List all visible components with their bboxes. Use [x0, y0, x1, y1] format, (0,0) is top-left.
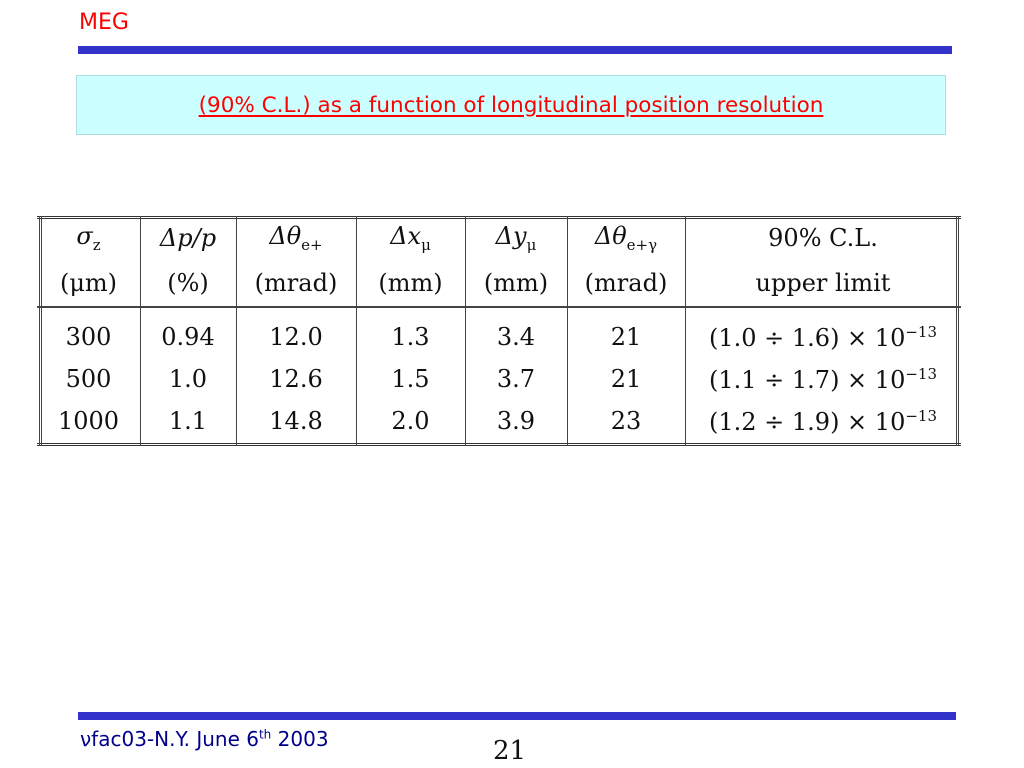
table-cell: 3.7	[496, 365, 536, 393]
col-header-symbol: Δθe+	[269, 222, 323, 254]
table-cell: 12.6	[269, 365, 323, 393]
footer-text: νfac03-N.Y. June 6th 2003	[80, 727, 329, 751]
page-number: 21	[493, 736, 527, 766]
table-cell: 1.1	[168, 407, 208, 435]
table-cell: 3.4	[496, 323, 536, 351]
table-cell: 1000	[57, 407, 120, 435]
table-cell: 1.5	[391, 365, 430, 393]
table-cell: 12.0	[269, 323, 323, 351]
top-divider-bar	[78, 46, 952, 54]
col-unit: (mrad)	[567, 260, 685, 308]
table-cell: 0.94	[161, 323, 215, 351]
col-unit: (mrad)	[236, 260, 356, 308]
table-cell: 2.0	[391, 407, 430, 435]
table-cell: 300	[65, 323, 112, 351]
table-column-divider	[685, 216, 686, 446]
col-unit: (mm)	[465, 260, 567, 308]
table-header-row: σz Δp/p Δθe+ Δxμ Δyμ Δθe+γ 90% C.L.	[37, 216, 961, 260]
table-cell: 21	[610, 323, 642, 351]
table-column-divider	[465, 216, 466, 446]
table-cell: 3.9	[496, 407, 536, 435]
table-cell: 1.0	[168, 365, 208, 393]
col-unit: upper limit	[685, 260, 961, 308]
table-cell-limit: (1.0 ÷ 1.6) × 10−13	[709, 322, 937, 352]
col-unit: (%)	[140, 260, 236, 308]
table-left-border	[39, 216, 42, 446]
bottom-divider-bar	[78, 712, 956, 720]
col-unit: (mm)	[356, 260, 465, 308]
table-column-divider	[140, 216, 141, 446]
table-row: 300 0.94 12.0 1.3 3.4 21 (1.0 ÷ 1.6) × 1…	[37, 307, 961, 358]
col-header-symbol: 90% C.L.	[768, 224, 878, 252]
col-header-symbol: Δp/p	[159, 224, 217, 252]
table-unit-row: (μm) (%) (mrad) (mm) (mm) (mrad) upper l…	[37, 260, 961, 308]
results-table: σz Δp/p Δθe+ Δxμ Δyμ Δθe+γ 90% C.L. (μm)…	[37, 216, 961, 442]
slide-title: (90% C.L.) as a function of longitudinal…	[198, 92, 824, 118]
table-column-divider	[356, 216, 357, 446]
table-row: 500 1.0 12.6 1.5 3.7 21 (1.1 ÷ 1.7) × 10…	[37, 358, 961, 400]
col-unit: (μm)	[37, 260, 140, 308]
table-cell: 1.3	[391, 323, 430, 351]
table-cell: 14.8	[269, 407, 323, 435]
results-table-container: σz Δp/p Δθe+ Δxμ Δyμ Δθe+γ 90% C.L. (μm)…	[37, 216, 961, 446]
table-cell: 21	[610, 365, 642, 393]
slide-title-box: (90% C.L.) as a function of longitudinal…	[76, 75, 946, 135]
table-column-divider	[236, 216, 237, 446]
table-right-border	[956, 216, 959, 446]
col-header-symbol: σz	[76, 222, 101, 254]
table-column-divider	[567, 216, 568, 446]
col-header-symbol: Δθe+γ	[594, 222, 658, 254]
table-cell: 23	[610, 407, 642, 435]
table-row: 1000 1.1 14.8 2.0 3.9 23 (1.2 ÷ 1.9) × 1…	[37, 400, 961, 442]
slide-label: MEG	[79, 10, 129, 35]
col-header-symbol: Δyμ	[495, 222, 537, 254]
col-header-symbol: Δxμ	[390, 222, 431, 254]
table-cell: 500	[65, 365, 112, 393]
table-cell-limit: (1.2 ÷ 1.9) × 10−13	[709, 406, 937, 436]
table-cell-limit: (1.1 ÷ 1.7) × 10−13	[709, 364, 937, 394]
